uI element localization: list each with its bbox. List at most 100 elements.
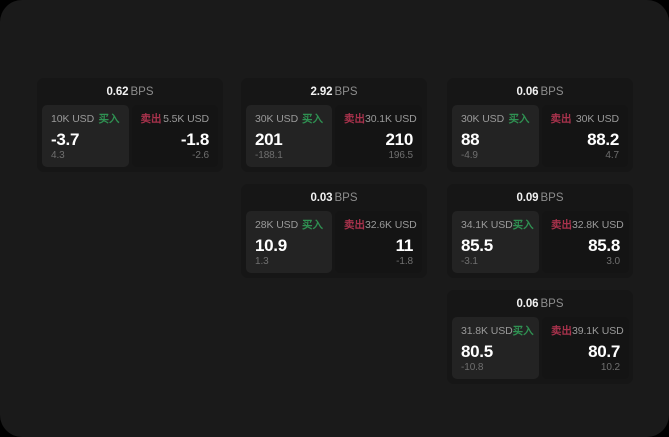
card-bps-header: 0.62 BPS	[42, 84, 218, 105]
sell-price: 80.7	[588, 342, 620, 361]
card-panels: 10K USD 买入 -3.7 4.3 卖出 5.5K USD -1.8 -2.6	[42, 105, 218, 167]
buy-panel[interactable]: 30K USD 买入 88 -4.9	[452, 105, 539, 167]
quote-card-3[interactable]: 0.06 BPS 30K USD 买入 88 -4.9 卖出 30K USD 88.2 4.7	[447, 78, 633, 172]
buy-price: -3.7	[51, 130, 80, 149]
buy-size-label: 30K USD	[461, 113, 505, 125]
sell-subvalue: 10.2	[600, 362, 620, 373]
sell-price: 88.2	[587, 130, 619, 149]
buy-panel[interactable]: 30K USD 买入 201 -188.1	[246, 105, 332, 167]
buy-subvalue: -10.8	[461, 362, 484, 373]
sell-price: -1.8	[180, 130, 209, 149]
sell-panel-header: 卖出 39.1K USD	[551, 325, 624, 337]
sell-side-label[interactable]: 卖出	[344, 113, 365, 125]
sell-size-label: 32.8K USD	[572, 219, 624, 231]
buy-panel[interactable]: 34.1K USD 买入 85.5 -3.1	[452, 211, 539, 273]
buy-price: 85.5	[461, 236, 493, 255]
sell-subvalue: -2.6	[192, 150, 209, 161]
sell-panel[interactable]: 卖出 5.5K USD -1.8 -2.6	[131, 105, 218, 167]
sell-size-label: 5.5K USD	[163, 113, 209, 125]
buy-price: 88	[461, 130, 480, 149]
buy-panel[interactable]: 10K USD 买入 -3.7 4.3	[42, 105, 129, 167]
buy-side-label[interactable]: 买入	[302, 113, 323, 125]
bps-unit-label: BPS	[334, 86, 358, 98]
sell-subvalue: 4.7	[605, 150, 619, 161]
buy-size-label: 31.8K USD	[461, 325, 513, 337]
bps-unit-label: BPS	[540, 298, 564, 310]
sell-panel-header: 卖出 30.1K USD	[344, 113, 417, 125]
sell-subvalue: 3.0	[606, 256, 620, 267]
card-bps-header: 2.92 BPS	[246, 84, 422, 105]
buy-panel[interactable]: 28K USD 买入 10.9 1.3	[246, 211, 332, 273]
bps-value: 2.92	[310, 86, 333, 98]
card-panels: 30K USD 买入 201 -188.1 卖出 30.1K USD 210 196.5	[246, 105, 422, 167]
buy-side-label[interactable]: 买入	[512, 219, 534, 231]
sell-panel[interactable]: 卖出 30K USD 88.2 4.7	[541, 105, 628, 167]
quote-card-grid: 0.62 BPS 10K USD 买入 -3.7 4.3 卖出 5.5K USD -1.8 -2.…	[37, 78, 633, 390]
sell-panel-header: 卖出 32.8K USD	[551, 219, 624, 231]
card-bps-header: 0.06 BPS	[452, 296, 628, 317]
bps-unit-label: BPS	[540, 192, 564, 204]
buy-side-label[interactable]: 买入	[512, 325, 534, 337]
buy-subvalue: -188.1	[255, 150, 283, 161]
buy-side-label[interactable]: 买入	[302, 219, 323, 231]
buy-size-label: 28K USD	[255, 219, 299, 231]
sell-price: 210	[385, 130, 414, 149]
bps-value: 0.06	[516, 86, 539, 98]
sell-price: 11	[395, 236, 414, 255]
card-panels: 31.8K USD 买入 80.5 -10.8 卖出 39.1K USD 80.7 10.2	[452, 317, 629, 379]
buy-subvalue: 1.3	[255, 256, 269, 267]
buy-panel-header: 10K USD 买入	[51, 113, 120, 125]
sell-panel[interactable]: 卖出 30.1K USD 210 196.5	[335, 105, 422, 167]
sell-price: 85.8	[588, 236, 620, 255]
quote-card-1[interactable]: 0.62 BPS 10K USD 买入 -3.7 4.3 卖出 5.5K USD -1.8 -2.…	[37, 78, 223, 172]
buy-size-label: 34.1K USD	[461, 219, 513, 231]
buy-price: 10.9	[255, 236, 287, 255]
buy-size-label: 30K USD	[255, 113, 299, 125]
quote-card-5[interactable]: 0.09 BPS 34.1K USD 买入 85.5 -3.1 卖出 32.8K USD 85.…	[447, 184, 633, 278]
sell-size-label: 39.1K USD	[572, 325, 624, 337]
buy-panel-header: 30K USD 买入	[255, 113, 323, 125]
quote-card-6[interactable]: 0.06 BPS 31.8K USD 买入 80.5 -10.8 卖出 39.1K USD 80…	[447, 290, 633, 384]
sell-subvalue: -1.8	[396, 256, 413, 267]
buy-side-label[interactable]: 买入	[98, 113, 120, 125]
card-bps-header: 0.06 BPS	[452, 84, 628, 105]
buy-panel-header: 34.1K USD 买入	[461, 219, 534, 231]
quote-card-2[interactable]: 2.92 BPS 30K USD 买入 201 -188.1 卖出 30.1K USD 210 1…	[241, 78, 427, 172]
card-panels: 30K USD 买入 88 -4.9 卖出 30K USD 88.2 4.7	[452, 105, 628, 167]
sell-size-label: 30.1K USD	[365, 113, 417, 125]
card-bps-header: 0.03 BPS	[246, 190, 422, 211]
buy-side-label[interactable]: 买入	[508, 113, 530, 125]
buy-panel-header: 31.8K USD 买入	[461, 325, 534, 337]
bps-unit-label: BPS	[540, 86, 564, 98]
bps-value: 0.03	[310, 192, 333, 204]
bps-value: 0.06	[516, 298, 539, 310]
sell-side-label[interactable]: 卖出	[551, 325, 572, 337]
sell-panel-header: 卖出 32.6K USD	[344, 219, 417, 231]
buy-subvalue: -4.9	[461, 150, 478, 161]
quote-card-4[interactable]: 0.03 BPS 28K USD 买入 10.9 1.3 卖出 32.6K USD 11 -1.8	[241, 184, 427, 278]
sell-subvalue: 196.5	[388, 150, 413, 161]
sell-size-label: 30K USD	[575, 113, 619, 125]
buy-price: 201	[255, 130, 283, 149]
sell-side-label[interactable]: 卖出	[551, 219, 572, 231]
buy-panel-header: 28K USD 买入	[255, 219, 323, 231]
sell-panel[interactable]: 卖出 39.1K USD 80.7 10.2	[542, 317, 629, 379]
sell-side-label[interactable]: 卖出	[344, 219, 365, 231]
sell-panel[interactable]: 卖出 32.8K USD 85.8 3.0	[542, 211, 629, 273]
bps-unit-label: BPS	[334, 192, 358, 204]
buy-panel-header: 30K USD 买入	[461, 113, 530, 125]
sell-panel[interactable]: 卖出 32.6K USD 11 -1.8	[335, 211, 422, 273]
card-panels: 28K USD 买入 10.9 1.3 卖出 32.6K USD 11 -1.8	[246, 211, 422, 273]
buy-size-label: 10K USD	[51, 113, 95, 125]
sell-side-label[interactable]: 卖出	[550, 113, 572, 125]
bps-value: 0.09	[516, 192, 539, 204]
sell-side-label[interactable]: 卖出	[140, 113, 162, 125]
buy-panel[interactable]: 31.8K USD 买入 80.5 -10.8	[452, 317, 539, 379]
bps-unit-label: BPS	[130, 86, 154, 98]
sell-panel-header: 卖出 30K USD	[551, 113, 620, 125]
card-bps-header: 0.09 BPS	[452, 190, 628, 211]
sell-panel-header: 卖出 5.5K USD	[141, 113, 210, 125]
buy-subvalue: -3.1	[461, 256, 478, 267]
card-panels: 34.1K USD 买入 85.5 -3.1 卖出 32.8K USD 85.8 3.0	[452, 211, 629, 273]
